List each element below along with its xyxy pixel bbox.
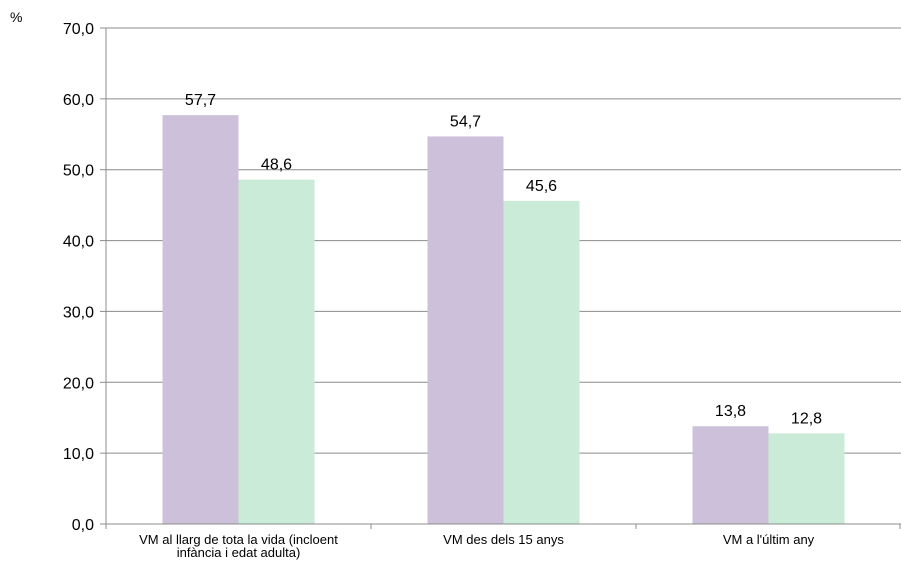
category-label-line: infància i edat adulta)	[177, 545, 301, 560]
category-label: VM des dels 15 anys	[443, 532, 564, 547]
category-labels: VM al llarg de tota la vida (incloent inf…	[139, 532, 815, 560]
y-unit-label: %	[10, 9, 22, 25]
data-label: 13,8	[715, 403, 746, 420]
category-label: VM al llarg de tota la vida (incloent inf…	[139, 532, 338, 560]
bars	[162, 115, 845, 525]
axes	[105, 28, 901, 529]
data-label: 57,7	[185, 92, 216, 109]
y-tick-label: 30,0	[63, 304, 94, 321]
data-label: 54,7	[450, 113, 481, 130]
data-labels: 57,7 54,7 13,8 48,6 45,6 12,8	[185, 92, 822, 427]
y-tick-label: 20,0	[63, 375, 94, 392]
y-tick-label: 60,0	[63, 92, 94, 109]
y-tick-label: 0,0	[72, 517, 94, 534]
y-tick-label: 10,0	[63, 446, 94, 463]
bar	[238, 179, 315, 525]
bar	[692, 426, 769, 524]
bar	[503, 200, 580, 525]
data-label: 48,6	[261, 157, 292, 174]
category-label-line: VM a l'últim any	[723, 532, 815, 547]
data-label: 12,8	[791, 410, 822, 427]
category-label-line: VM al llarg de tota la vida (incloent	[139, 532, 338, 547]
y-tick-label: 70,0	[63, 21, 94, 38]
data-label: 45,6	[526, 178, 557, 195]
category-label-line: VM des dels 15 anys	[443, 532, 564, 547]
category-label: VM a l'últim any	[723, 532, 815, 547]
bar	[768, 433, 845, 524]
y-axis-ticks: 0,0 10,0 20,0 30,0 40,0 50,0 60,0 70,0	[63, 21, 106, 534]
y-tick-label: 40,0	[63, 234, 94, 251]
bar	[162, 115, 239, 524]
y-tick-label: 50,0	[63, 163, 94, 180]
bar	[427, 136, 504, 524]
